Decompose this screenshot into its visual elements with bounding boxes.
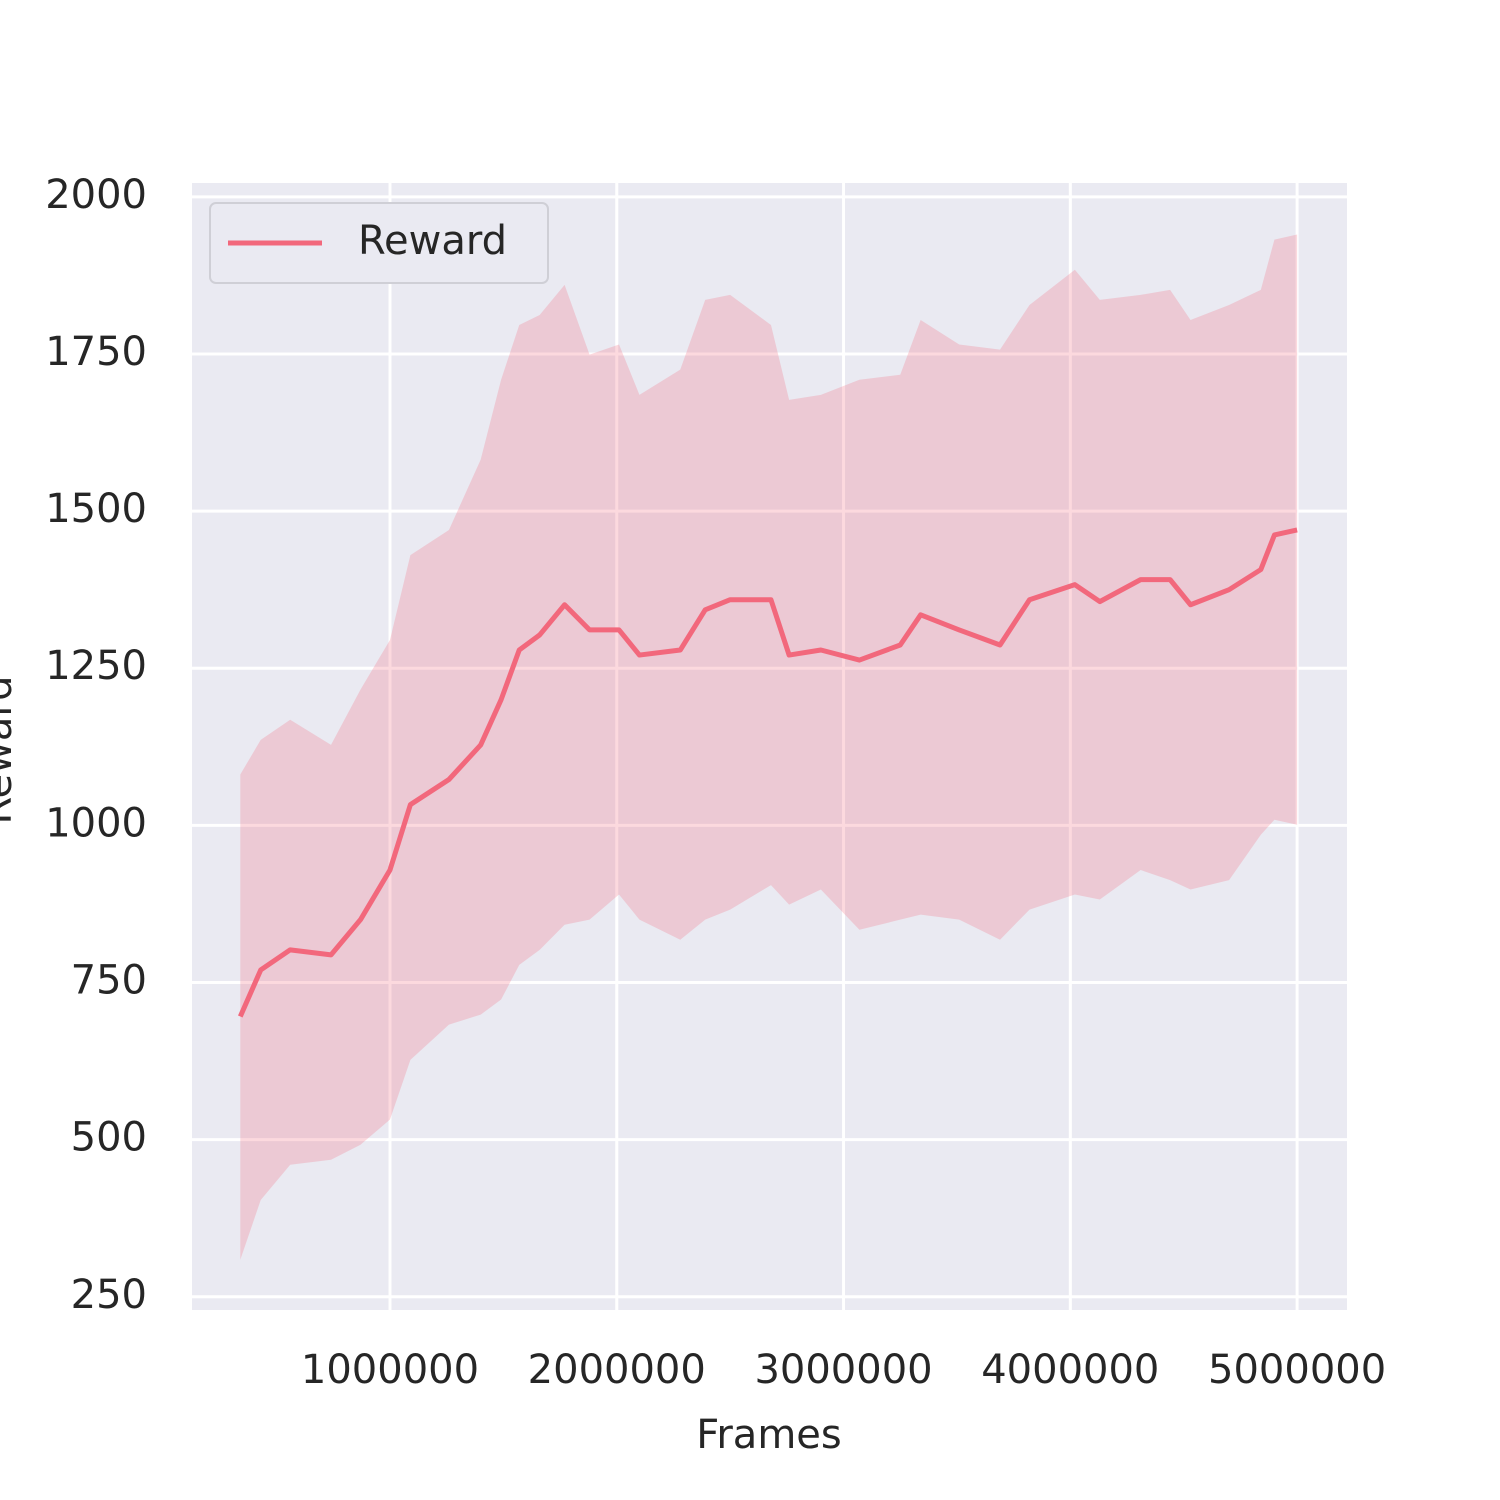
y-tick-label: 1750	[45, 329, 147, 375]
x-tick-label: 5000000	[1208, 1347, 1386, 1393]
x-tick-label: 2000000	[528, 1347, 706, 1393]
y-tick-label: 1250	[45, 643, 147, 689]
y-tick-label: 2000	[45, 172, 147, 218]
x-tick-label: 3000000	[754, 1347, 932, 1393]
line	[238, 527, 1298, 1018]
y-tick-label: 500	[71, 1115, 147, 1161]
y-tick-label: 1000	[45, 800, 147, 846]
legend-label: Reward	[358, 218, 507, 264]
x-tick-label: 4000000	[981, 1347, 1159, 1393]
y-axis-label: Reward	[0, 676, 21, 825]
y-tick-label: 1500	[45, 486, 147, 532]
y-tick-label: 750	[71, 958, 147, 1004]
legend-box	[209, 202, 549, 284]
x-tick-label: 1000000	[301, 1347, 479, 1393]
plot-area	[192, 183, 1347, 1310]
y-tick-label: 250	[71, 1272, 147, 1318]
confidence-band	[240, 234, 1298, 1260]
x-axis-label: Frames	[696, 1412, 841, 1458]
